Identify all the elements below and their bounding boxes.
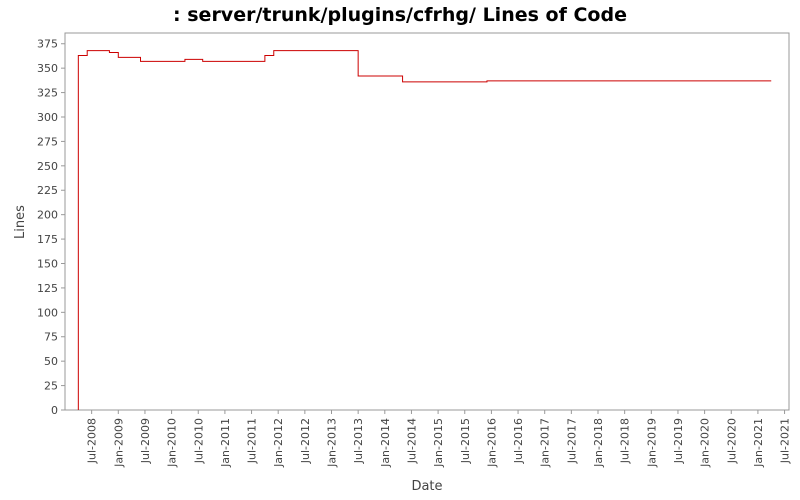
- x-tick-label: Jul-2019: [672, 418, 685, 464]
- x-tick-label: Jul-2014: [405, 418, 418, 464]
- x-tick-label: Jul-2011: [246, 418, 259, 464]
- x-axis-label: Date: [411, 479, 442, 494]
- y-tick-label: 125: [37, 282, 58, 295]
- y-tick-label: 25: [44, 380, 58, 393]
- x-tick-label: Jan-2015: [432, 418, 445, 468]
- x-tick-label: Jul-2021: [779, 418, 792, 464]
- plot-area: [64, 32, 790, 411]
- y-tick-label: 325: [37, 87, 58, 100]
- y-axis-label: Lines: [13, 205, 28, 239]
- x-tick-label: Jan-2020: [699, 418, 712, 468]
- x-tick-label: Jul-2018: [619, 418, 632, 464]
- x-tick-label: Jan-2013: [326, 418, 339, 468]
- x-tick-label: Jan-2017: [539, 418, 552, 468]
- y-tick-label: 75: [44, 331, 58, 344]
- x-tick-label: Jan-2014: [379, 418, 392, 468]
- y-tick-label: 250: [37, 160, 58, 173]
- x-tick-label: Jan-2009: [112, 418, 125, 468]
- x-tick-label: Jan-2010: [166, 418, 179, 468]
- y-tick-label: 275: [37, 135, 58, 148]
- x-tick-label: Jul-2013: [352, 418, 365, 464]
- y-tick-label: 300: [37, 111, 58, 124]
- y-tick-label: 50: [44, 355, 58, 368]
- x-tick-label: Jul-2020: [725, 418, 738, 464]
- x-tick-label: Jul-2012: [299, 418, 312, 464]
- y-tick-label: 0: [51, 404, 58, 417]
- data-line: [77, 50, 772, 410]
- y-tick-label: 375: [37, 38, 58, 51]
- x-tick-label: Jul-2009: [139, 418, 152, 464]
- x-tick-label: Jan-2021: [752, 418, 765, 468]
- x-tick-label: Jul-2016: [512, 418, 525, 464]
- x-tick-label: Jan-2019: [645, 418, 658, 468]
- x-tick-label: Jul-2015: [459, 418, 472, 464]
- y-tick-label: 350: [37, 62, 58, 75]
- y-tick-label: 225: [37, 184, 58, 197]
- chart-title: : server/trunk/plugins/cfrhg/ Lines of C…: [173, 4, 627, 26]
- y-tick-label: 100: [37, 306, 58, 319]
- x-tick-label: Jan-2018: [592, 418, 605, 468]
- x-tick-label: Jan-2012: [272, 418, 285, 468]
- y-tick-label: 150: [37, 257, 58, 270]
- y-tick-label: 175: [37, 233, 58, 246]
- y-tick-label: 200: [37, 209, 58, 222]
- x-tick-label: Jul-2008: [86, 418, 99, 464]
- x-tick-label: Jan-2016: [485, 418, 498, 468]
- x-tick-label: Jul-2017: [565, 418, 578, 464]
- x-tick-label: Jul-2010: [192, 418, 205, 464]
- x-tick-label: Jan-2011: [219, 418, 232, 468]
